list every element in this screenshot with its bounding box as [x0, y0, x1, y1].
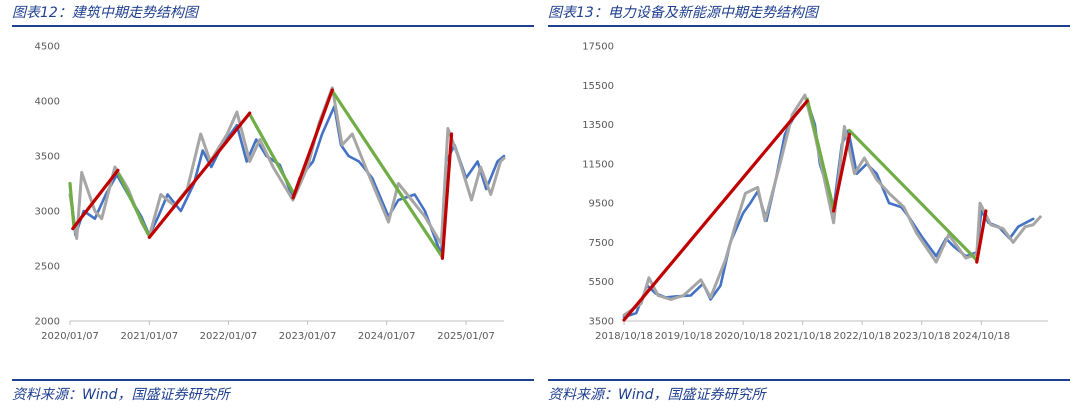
- y-tick-label: 3500: [35, 152, 60, 163]
- source-rule: [548, 379, 1070, 381]
- y-tick-label: 3000: [35, 207, 60, 218]
- downtrend-segment: [331, 90, 445, 259]
- uptrend-segment: [147, 111, 252, 239]
- y-tick-label: 2000: [35, 317, 60, 328]
- chart-construction: 2000 2500 3000 3500 4000 4500 2020/01/07 2021/0…: [35, 42, 506, 342]
- uptrend-segment: [975, 209, 988, 264]
- x-tick-label: 2022/01/07: [200, 331, 258, 342]
- y-tick-label: 3500: [589, 317, 614, 328]
- source-note: 资料来源：Wind，国盛证券研究所: [548, 387, 766, 403]
- source-note: 资料来源：Wind，国盛证券研究所: [12, 387, 230, 403]
- uptrend-segment: [440, 132, 454, 260]
- y-tick-label: 2500: [35, 262, 60, 273]
- title-rule: [12, 25, 534, 27]
- x-tick-label: 2018/10/18: [595, 331, 653, 342]
- downtrend-segment: [847, 128, 979, 262]
- uptrend-segment: [71, 168, 120, 231]
- x-tick-label: 2021/01/07: [121, 331, 179, 342]
- title-rule: [548, 25, 1070, 27]
- x-tick-label: 2022/10/18: [833, 331, 891, 342]
- chart-title: 图表13：电力设备及新能源中期走势结构图: [548, 5, 818, 21]
- smoothed-line: [622, 93, 1042, 317]
- x-tick-label: 2020/01/07: [41, 331, 99, 342]
- y-tick-label: 4500: [35, 42, 60, 53]
- y-tick-label: 15500: [582, 81, 614, 92]
- uptrend-segment: [291, 88, 334, 200]
- chart-panel-left: 图表12：建筑中期走势结构图 2000 2500 3000 3500 4000 4500 2…: [12, 0, 537, 409]
- y-tick-label: 11500: [582, 159, 614, 170]
- x-tick-label: 2019/10/18: [655, 331, 713, 342]
- y-tick-label: 13500: [582, 120, 614, 131]
- x-tick-label: 2021/10/18: [774, 331, 832, 342]
- y-tick-label: 17500: [582, 42, 614, 53]
- index-line: [622, 99, 1035, 319]
- x-tick-label: 2024/01/07: [358, 331, 416, 342]
- x-tick-label: 2024/10/18: [953, 331, 1011, 342]
- uptrend-segment: [622, 99, 809, 322]
- downtrend-segment: [117, 173, 151, 238]
- y-tick-label: 5500: [589, 277, 614, 288]
- chart-panel-right: 图表13：电力设备及新能源中期走势结构图 3500 5500 7500 9500 115…: [548, 0, 1073, 409]
- x-tick-label: 2020/10/18: [714, 331, 772, 342]
- downtrend-segment: [68, 181, 76, 228]
- y-tick-label: 7500: [589, 238, 614, 249]
- y-tick-label: 4000: [35, 97, 60, 108]
- downtrend-segment: [248, 112, 295, 194]
- downtrend-segment: [805, 97, 836, 211]
- uptrend-segment: [832, 132, 852, 213]
- chart-title: 图表12：建筑中期走势结构图: [12, 5, 198, 21]
- source-rule: [12, 379, 534, 381]
- chart-power-equipment: 3500 5500 7500 9500 11500 13500 15500 17500 2018…: [582, 42, 1048, 342]
- x-tick-label: 2023/01/07: [279, 331, 337, 342]
- x-tick-label: 2025/01/07: [437, 331, 495, 342]
- y-tick-label: 9500: [589, 199, 614, 210]
- smoothed-line: [68, 86, 506, 246]
- x-tick-label: 2023/10/18: [893, 331, 951, 342]
